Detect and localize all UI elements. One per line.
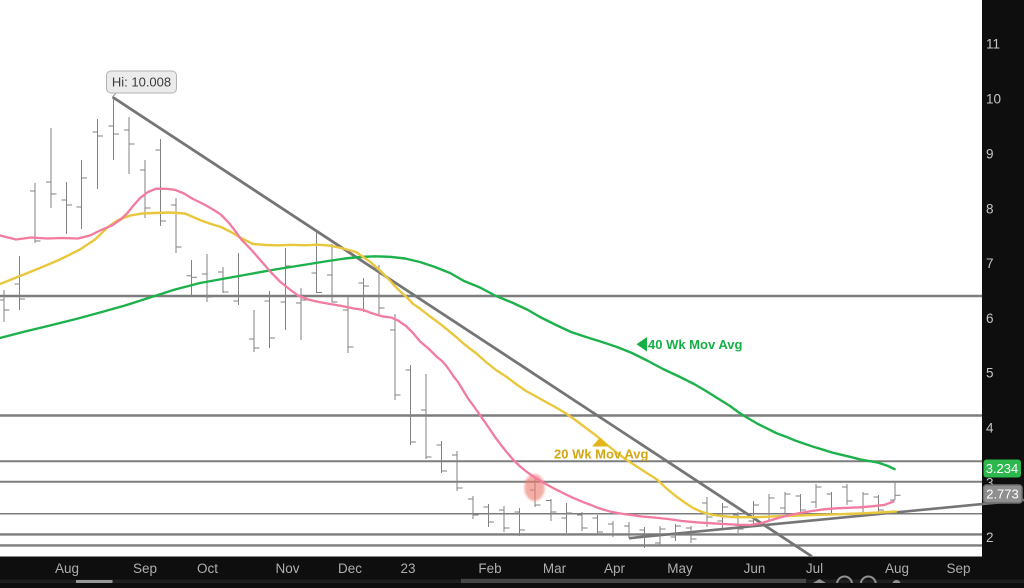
svg-text:23: 23	[400, 561, 415, 576]
svg-text:Oct: Oct	[197, 561, 218, 576]
svg-text:11: 11	[986, 37, 1000, 52]
svg-text:Aug: Aug	[885, 561, 909, 576]
svg-text:Sep: Sep	[133, 561, 157, 576]
svg-text:7: 7	[986, 256, 994, 271]
svg-text:Jun: Jun	[744, 561, 766, 576]
svg-text:6: 6	[986, 311, 994, 326]
svg-text:40 Wk Mov Avg: 40 Wk Mov Avg	[648, 337, 742, 352]
svg-text:Sep: Sep	[946, 561, 970, 576]
svg-text:4: 4	[986, 421, 994, 436]
svg-text:3: 3	[986, 476, 994, 491]
svg-text:2.773: 2.773	[986, 487, 1019, 502]
svg-text:Hi: 10.008: Hi: 10.008	[112, 75, 171, 90]
svg-text:9: 9	[986, 147, 994, 162]
svg-text:Nov: Nov	[275, 561, 299, 576]
svg-text:Aug: Aug	[55, 561, 79, 576]
svg-text:Feb: Feb	[478, 561, 501, 576]
svg-text:Apr: Apr	[604, 561, 626, 576]
svg-text:2: 2	[986, 530, 994, 545]
svg-text:Dec: Dec	[338, 561, 362, 576]
svg-text:May: May	[667, 561, 693, 576]
svg-text:20 Wk Mov Avg: 20 Wk Mov Avg	[554, 447, 648, 462]
svg-text:10: 10	[986, 92, 1001, 107]
svg-text:Mar: Mar	[543, 561, 567, 576]
svg-text:8: 8	[986, 202, 994, 217]
svg-text:Jul: Jul	[806, 561, 823, 576]
svg-text:5: 5	[986, 366, 994, 381]
svg-text:3.234: 3.234	[986, 461, 1019, 476]
